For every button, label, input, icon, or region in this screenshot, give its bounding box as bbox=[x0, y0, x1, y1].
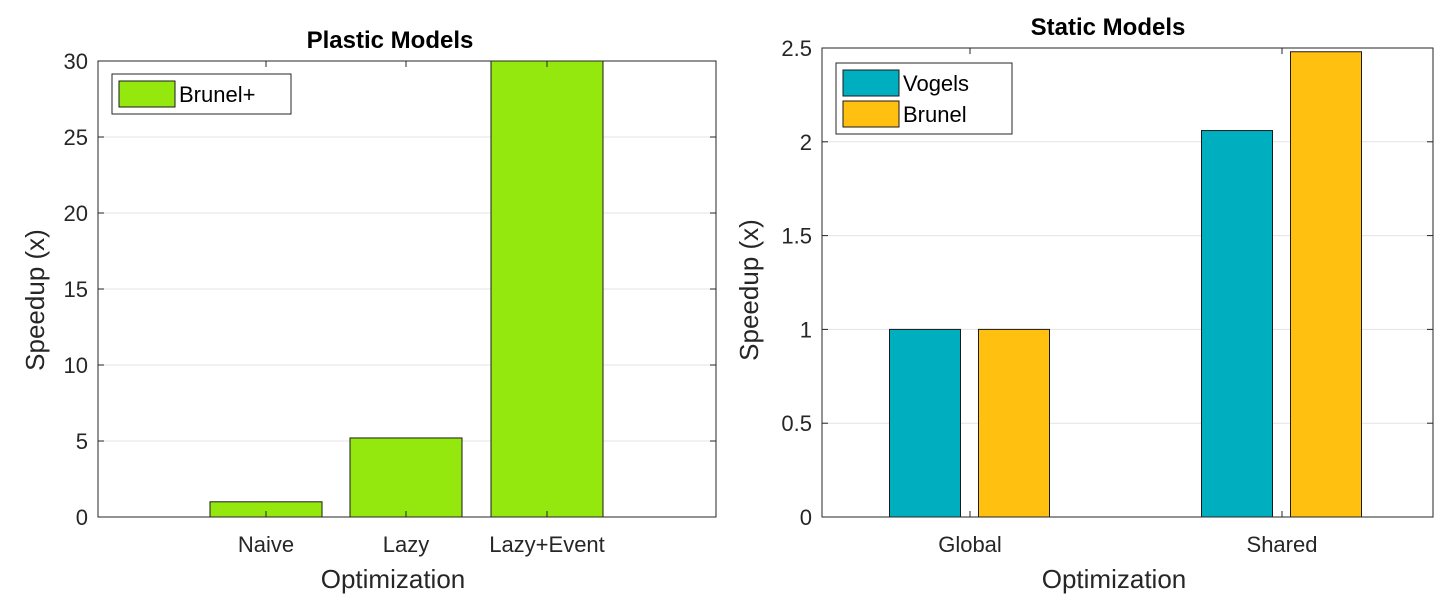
x-tick-label: Global bbox=[938, 532, 1002, 557]
x-tick-label: Naive bbox=[238, 532, 294, 557]
x-tick-label: Shared bbox=[1247, 532, 1318, 557]
y-tick-label: 20 bbox=[64, 201, 88, 226]
y-tick-label: 1.5 bbox=[781, 224, 812, 249]
chart-title: Plastic Models bbox=[307, 27, 474, 54]
y-tick-label: 2 bbox=[800, 130, 812, 155]
legend-label: Brunel bbox=[903, 102, 967, 127]
bar-vogels-global bbox=[889, 328, 961, 518]
y-tick-label: 30 bbox=[64, 49, 88, 74]
bars bbox=[889, 51, 1362, 518]
y-axis-label: Speedup (x) bbox=[734, 219, 764, 361]
y-tick-label: 0 bbox=[800, 505, 812, 530]
bar-vogels-shared bbox=[1201, 130, 1273, 518]
chart-title: Static Models bbox=[1031, 14, 1186, 41]
legend-swatch bbox=[842, 69, 900, 97]
y-tick-label: 0 bbox=[76, 505, 88, 530]
y-tick-label: 15 bbox=[64, 277, 88, 302]
legend-label: Brunel+ bbox=[179, 82, 255, 107]
legend-swatch bbox=[118, 80, 176, 108]
y-tick-label: 0.5 bbox=[781, 411, 812, 436]
bars bbox=[209, 60, 604, 518]
y-axis-ticks: 0 0.5 1 1.5 2 2.5 bbox=[781, 36, 1433, 530]
x-axis-label: Optimization bbox=[1042, 564, 1187, 594]
static-models-chart: 0 0.5 1 1.5 2 2.5 Global Shared Vogels Brunel Stat… bbox=[734, 14, 1434, 594]
y-tick-label: 10 bbox=[64, 353, 88, 378]
bar-brunel--lazy bbox=[349, 437, 463, 518]
y-tick-label: 5 bbox=[76, 429, 88, 454]
x-tick-label: Lazy+Event bbox=[489, 532, 605, 557]
gridlines bbox=[98, 136, 716, 442]
bar-brunel-shared bbox=[1290, 51, 1362, 518]
bar-brunel--lazy-event bbox=[490, 60, 604, 518]
legend: Brunel+ bbox=[111, 73, 292, 115]
x-axis-label: Optimization bbox=[321, 564, 466, 594]
y-tick-label: 25 bbox=[64, 125, 88, 150]
y-axis-label: Speedup (x) bbox=[20, 229, 50, 371]
axes-frame bbox=[821, 47, 1434, 518]
y-tick-label: 1 bbox=[800, 317, 812, 342]
x-tick-label: Lazy bbox=[383, 532, 429, 557]
y-axis-ticks: 0 5 10 15 20 25 30 bbox=[64, 49, 716, 530]
x-axis-ticks: Naive Lazy Lazy+Event bbox=[238, 61, 605, 557]
legend-label: Vogels bbox=[903, 71, 969, 96]
legend: Vogels Brunel bbox=[835, 62, 1013, 135]
bar-brunel-global bbox=[978, 328, 1050, 518]
y-tick-label: 2.5 bbox=[781, 36, 812, 61]
plastic-models-chart: 0 5 10 15 20 25 30 Naive Lazy Lazy+Event Brunel+ Pl… bbox=[20, 27, 717, 594]
x-axis-ticks: Global Shared bbox=[938, 48, 1317, 557]
legend-swatch bbox=[842, 100, 900, 128]
